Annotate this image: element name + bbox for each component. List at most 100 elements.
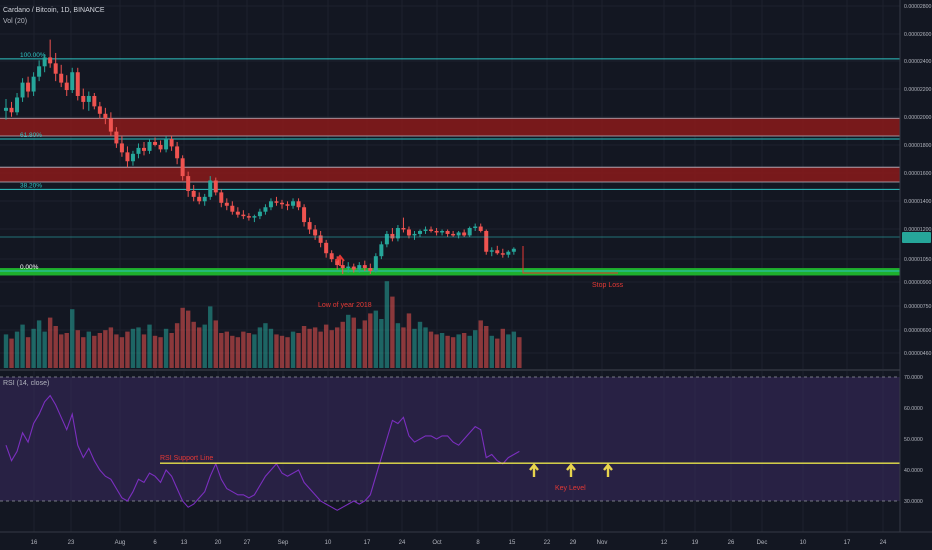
candle-body [180, 158, 185, 177]
low-annotation: Low of year 2018 [318, 254, 372, 309]
fibonacci-levels: 100.00% 61.80% 38.20% 0.00% [0, 52, 900, 272]
date-axis-label: 23 [68, 540, 75, 546]
key-level-arrow-icon [566, 463, 576, 477]
price-zones [0, 117, 900, 276]
candle-body [423, 229, 428, 231]
price-axis-background [900, 0, 932, 532]
volume-bar [47, 317, 53, 368]
price-axis[interactable]: 0.00002800 0.00002600 0.00002400 0.00002200… [899, 0, 932, 532]
volume-bar [274, 334, 279, 368]
volume-indicator-label[interactable]: Vol (20) [3, 18, 27, 25]
volume-bar [180, 307, 185, 368]
candle-body [274, 201, 279, 203]
rsi-axis-label: 30.0000 [904, 499, 923, 505]
volume-bar [136, 327, 141, 368]
fib-level-label: 38.20% [20, 182, 42, 189]
candle-body [373, 256, 378, 272]
candle-body [473, 226, 478, 229]
rsi-axis-label: 70.0000 [904, 375, 923, 381]
candle-body [406, 229, 411, 236]
volume-bar [296, 333, 301, 368]
candle-body [395, 228, 400, 239]
candle-body [9, 107, 14, 113]
volume-bar [108, 327, 114, 368]
date-axis-label: 15 [509, 540, 516, 546]
volume-bar [362, 320, 367, 368]
key-level-label: Key Level [555, 485, 586, 492]
candle-body [64, 82, 69, 91]
volume-bar [384, 281, 390, 368]
volume-bar [461, 333, 467, 368]
date-axis-label: 24 [880, 540, 887, 546]
candle-body [42, 57, 47, 67]
volume-bar [285, 337, 290, 368]
volume-bar [323, 324, 329, 368]
candle-body [241, 214, 246, 217]
symbol-title[interactable]: Cardano / Bitcoin, 1D, BINANCE [3, 7, 105, 14]
candle-body [164, 138, 169, 150]
volume-bar [290, 331, 296, 368]
candle-body [97, 106, 102, 114]
date-axis-label: 13 [181, 540, 188, 546]
candle-body [125, 152, 130, 162]
candle-body [153, 141, 158, 145]
candle-body [158, 144, 163, 150]
volume-bar [467, 335, 472, 368]
candle-body [434, 230, 439, 233]
date-axis-label: 16 [31, 540, 38, 546]
candle-body [75, 72, 80, 96]
volume-bar [335, 327, 340, 368]
volume-bar [174, 323, 180, 368]
candle-body [489, 250, 494, 252]
rsi-axis-label: 60.0000 [904, 406, 923, 412]
volume-bar [445, 335, 450, 368]
volume-bar [114, 334, 119, 368]
volume-bar [92, 335, 97, 368]
date-axis-label: 6 [153, 540, 157, 546]
candle-body [362, 265, 367, 269]
date-axis-label: 29 [570, 540, 577, 546]
volume-bar [379, 319, 384, 368]
candle-body [114, 131, 119, 144]
candle-body [368, 268, 373, 272]
candle-body [268, 201, 273, 208]
candle-body [384, 233, 389, 245]
date-axis-label: 8 [476, 540, 480, 546]
volume-bar [241, 331, 246, 368]
volume-bar [478, 320, 483, 368]
candle-body [191, 190, 196, 197]
candle-body [340, 265, 345, 269]
fib-level-label: 100.00% [20, 52, 46, 59]
candle-body [291, 201, 296, 206]
candle-body [285, 204, 290, 206]
volume-bar [489, 335, 494, 368]
candle-body [357, 265, 362, 270]
candle-body [511, 248, 516, 252]
volume-bar [329, 330, 334, 368]
volume-bar [495, 338, 500, 368]
date-axis-label: 17 [844, 540, 851, 546]
candle-body [495, 250, 500, 254]
volume-bars [3, 281, 522, 368]
candle-body [440, 230, 445, 233]
date-axis-background [0, 532, 932, 550]
candle-body [119, 143, 124, 153]
date-axis[interactable]: 16 23 Aug 6 13 20 27 Sep 10 17 24 Oct 8 15 22 29 Nov 12 19… [0, 531, 932, 550]
stop-loss-line [522, 246, 618, 274]
price-axis-label: 0.00001200 [904, 227, 932, 233]
volume-bar [246, 333, 252, 368]
candle-body [197, 196, 202, 202]
volume-bar [357, 328, 362, 368]
date-axis-label: Nov [597, 540, 608, 546]
volume-bar [224, 331, 229, 368]
rsi-indicator-label[interactable]: RSI (14, close) [3, 380, 49, 387]
volume-bar [3, 334, 9, 368]
candle-body [506, 251, 511, 255]
volume-bar [141, 334, 147, 368]
candle-body [478, 226, 483, 231]
candle-body [224, 202, 229, 206]
volume-bar [202, 324, 207, 368]
candle-body [335, 259, 340, 266]
